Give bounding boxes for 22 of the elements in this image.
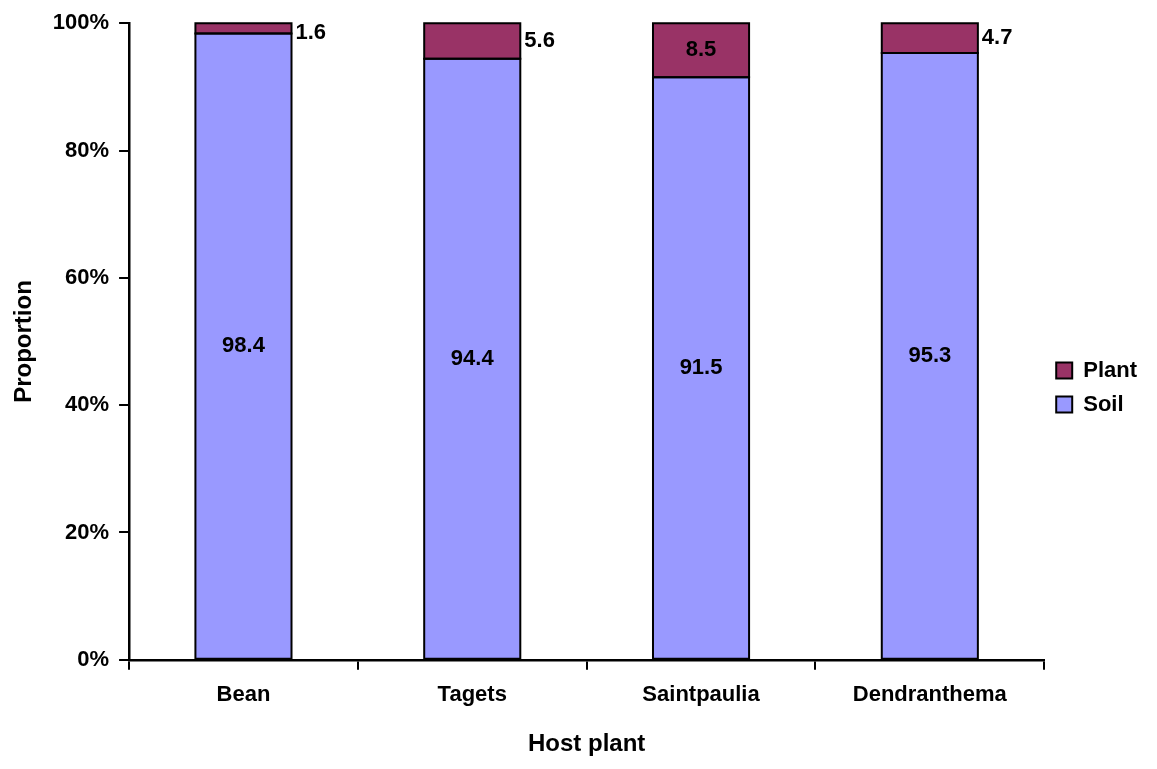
data-label: 95.3 [908,342,952,368]
x-axis-title: Host plant [527,729,646,757]
y-tick-label: 80% [65,136,110,162]
data-label: 5.6 [524,27,555,53]
data-label: 4.7 [981,24,1013,50]
data-label: 94.4 [450,344,495,370]
y-tick-label: 0% [77,645,110,671]
y-tick-label: 100% [52,9,110,35]
x-tick-label: Saintpaulia [642,681,761,707]
y-tick-label: 20% [65,518,110,544]
data-label: 98.4 [222,332,266,358]
legend-label: Soil [1083,390,1124,416]
y-tick-label: 60% [65,263,110,289]
x-tick-label: Dendranthema [852,681,1008,707]
x-tick-label: Tagets [437,681,507,707]
data-label: 1.6 [295,19,327,45]
data-label: 8.5 [685,36,717,62]
y-axis-title: Proportion [9,280,37,403]
legend-label: Plant [1083,356,1138,382]
x-tick-label: Bean [216,681,271,707]
y-tick-label: 40% [65,391,110,417]
data-label: 91.5 [679,354,723,380]
